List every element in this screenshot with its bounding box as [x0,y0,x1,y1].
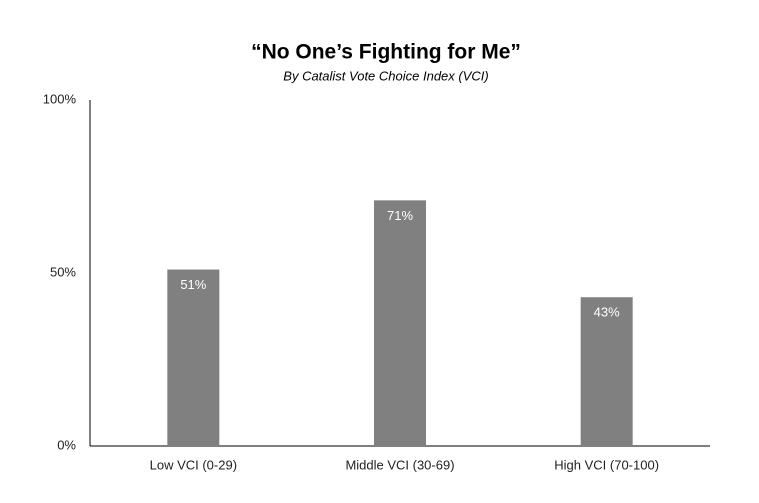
y-tick-label: 50% [50,264,76,279]
value-label: 51% [180,277,206,292]
value-label: 43% [594,305,620,320]
bar [580,297,633,446]
bar [167,269,220,446]
bar [374,200,426,446]
value-label: 71% [387,208,413,223]
y-tick-label: 0% [57,437,76,452]
chart-title: “No One’s Fighting for Me” [251,41,521,64]
x-tick-label: Low VCI (0-29) [150,457,237,472]
chart-subtitle: By Catalist Vote Choice Index (VCI) [283,68,488,83]
x-tick-label: High VCI (70-100) [554,457,659,472]
x-tick-label: Middle VCI (30-69) [345,457,454,472]
y-tick-label: 100% [43,91,77,106]
